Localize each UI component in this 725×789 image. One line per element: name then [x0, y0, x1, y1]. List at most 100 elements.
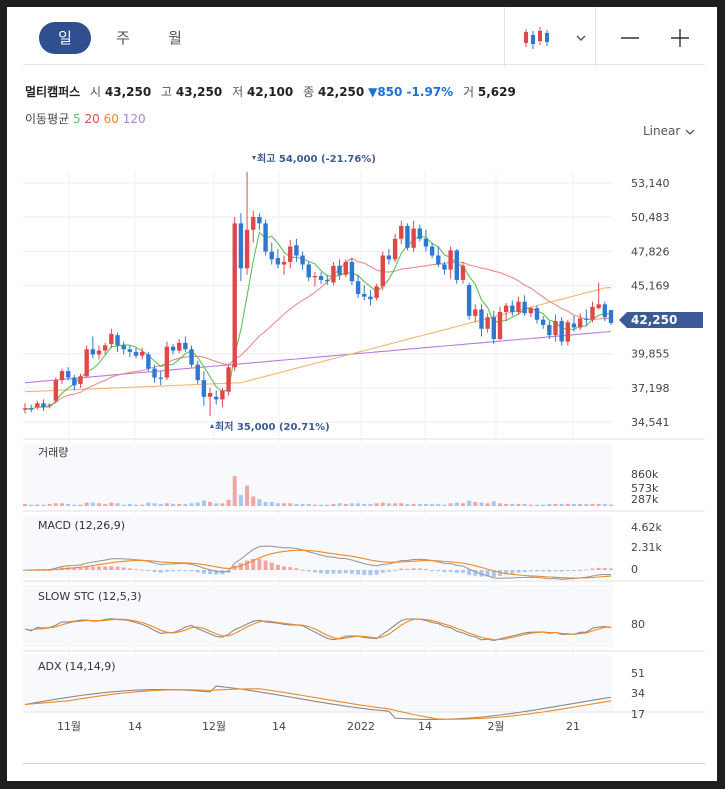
- candle: [263, 219, 268, 256]
- macd-histogram-bar: [97, 566, 102, 570]
- volume-bar: [78, 504, 83, 506]
- adx-line: [24, 685, 612, 720]
- candle: [516, 296, 521, 315]
- y-tick-label: 47,826: [631, 245, 670, 258]
- candle-body: [547, 324, 552, 336]
- volume-bar: [609, 504, 613, 506]
- candle-body: [127, 349, 133, 352]
- volume-bar: [325, 504, 330, 506]
- candle: [152, 364, 157, 383]
- macd-histogram-bar: [337, 570, 342, 574]
- candle-type-icon: [524, 27, 549, 49]
- candle-body: [466, 285, 472, 316]
- candle-body: [28, 408, 34, 410]
- candle: [306, 261, 311, 282]
- candle-body: [281, 261, 287, 265]
- macd-histogram-bar: [442, 570, 447, 573]
- volume-bar: [146, 502, 151, 506]
- candle: [374, 283, 379, 301]
- chart-canvas[interactable]: 53,140 50,483 47,826 45,169 39,855 37,198 34,5…: [7, 7, 717, 781]
- stc-d-line: [24, 618, 612, 641]
- macd-histogram-bar: [325, 570, 330, 574]
- volume-bar: [134, 504, 139, 506]
- volume-bar: [294, 503, 299, 506]
- tab-weekly[interactable]: 주: [116, 29, 130, 47]
- candle-body: [238, 223, 244, 269]
- candle: [343, 259, 348, 278]
- volume-bar: [97, 503, 102, 506]
- candle: [226, 364, 231, 396]
- tab-daily[interactable]: 일: [39, 22, 91, 54]
- candle-body: [602, 304, 608, 318]
- candle-body: [164, 346, 170, 378]
- candle: [454, 249, 459, 284]
- high-annotation: 최고 54,000 (-21.76%): [257, 152, 376, 165]
- candle-body: [35, 403, 40, 408]
- open-value: 43,250: [104, 85, 152, 99]
- candle: [485, 313, 490, 333]
- volume-bar: [565, 503, 570, 506]
- candle: [127, 345, 133, 358]
- candle: [368, 290, 373, 306]
- macd-histogram-bar: [411, 568, 416, 570]
- candle-body: [312, 276, 318, 278]
- header-divider: [23, 64, 705, 65]
- panel-background: [23, 443, 613, 507]
- candle: [442, 261, 447, 275]
- volume-bar: [232, 476, 237, 506]
- macd-histogram-bar: [467, 570, 472, 575]
- candle-body: [608, 310, 614, 323]
- macd-histogram-bar: [405, 568, 410, 570]
- chart-type-button[interactable]: [517, 21, 587, 55]
- macd-histogram-bar: [436, 570, 441, 572]
- candle-body: [331, 265, 336, 283]
- candle-body: [571, 323, 577, 328]
- zoom-in-button[interactable]: [665, 23, 695, 53]
- volume-bar: [417, 503, 422, 506]
- zoom-out-button[interactable]: [615, 23, 645, 53]
- volume-bar: [337, 503, 342, 506]
- volume-bar: [269, 501, 274, 506]
- macd-histogram-bar: [257, 558, 262, 570]
- volume-bar: [436, 503, 441, 506]
- volume-bar: [127, 503, 132, 506]
- candle: [288, 240, 293, 269]
- volume-bar: [300, 503, 305, 506]
- volume-bar: [195, 502, 200, 506]
- macd-histogram-bar: [288, 567, 293, 570]
- macd-panel: [23, 545, 613, 580]
- volume-bar: [23, 503, 27, 506]
- macd-histogram-bar: [393, 570, 398, 571]
- tab-monthly[interactable]: 월: [168, 29, 182, 47]
- volume-bar: [497, 503, 502, 506]
- volume-bar: [282, 503, 287, 506]
- volume-bar: [571, 503, 576, 506]
- macd-histogram-bar: [84, 566, 89, 570]
- macd-histogram-bar: [534, 570, 539, 572]
- candle-body: [65, 371, 71, 378]
- volume-bar: [263, 501, 268, 506]
- macd-histogram-bar: [115, 566, 120, 570]
- macd-histogram-bar: [602, 568, 607, 570]
- volume-bar: [596, 503, 601, 506]
- stc-panel-title: SLOW STC (12,5,3): [38, 590, 142, 603]
- candle: [65, 367, 71, 381]
- candle-body: [257, 216, 262, 224]
- macd-histogram-bar: [522, 570, 527, 573]
- macd-histogram-bar: [368, 570, 373, 576]
- volume-bar: [423, 503, 428, 506]
- candle: [411, 220, 416, 252]
- volume-bar: [177, 503, 182, 506]
- candle: [596, 282, 601, 310]
- volume-bar: [590, 503, 595, 506]
- candle: [528, 306, 534, 318]
- volume-bar: [448, 503, 453, 506]
- macd-histogram-bar: [90, 566, 95, 570]
- candle-body: [294, 245, 299, 256]
- low-value: 42,100: [246, 85, 294, 99]
- volume-bar: [171, 503, 176, 506]
- scale-dropdown[interactable]: Linear: [643, 124, 696, 138]
- candle-body: [269, 251, 274, 260]
- macd-tick-label: 4.62k: [631, 521, 662, 534]
- candle-body: [84, 349, 89, 377]
